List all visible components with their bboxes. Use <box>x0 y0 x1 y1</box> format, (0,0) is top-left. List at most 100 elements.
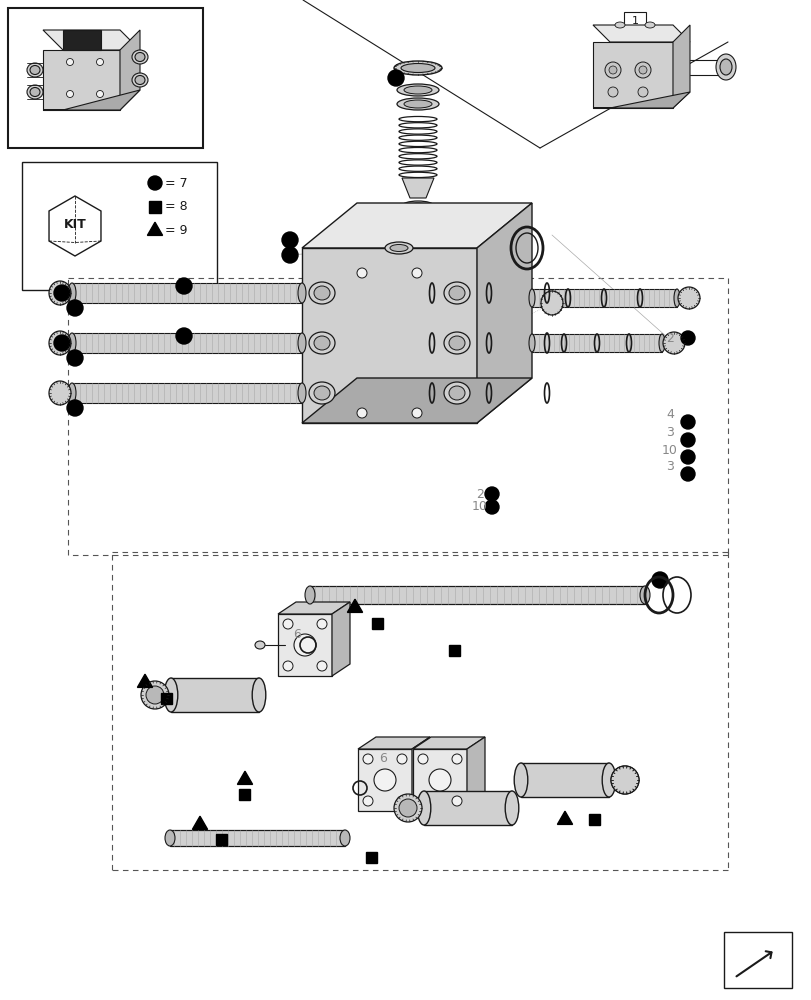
Ellipse shape <box>298 283 306 303</box>
Circle shape <box>281 247 298 263</box>
Polygon shape <box>277 614 332 676</box>
Circle shape <box>67 91 74 98</box>
Ellipse shape <box>417 791 431 825</box>
Ellipse shape <box>135 76 145 85</box>
Text: 2: 2 <box>665 332 673 344</box>
Circle shape <box>54 335 70 351</box>
Circle shape <box>634 62 650 78</box>
Polygon shape <box>672 25 689 108</box>
Polygon shape <box>192 816 208 829</box>
Circle shape <box>54 285 70 301</box>
Ellipse shape <box>314 336 329 350</box>
Text: 3: 3 <box>665 426 673 440</box>
Circle shape <box>680 450 694 464</box>
Circle shape <box>680 331 694 345</box>
Circle shape <box>176 278 191 294</box>
Ellipse shape <box>384 242 413 254</box>
Polygon shape <box>347 599 363 612</box>
Bar <box>589 814 600 825</box>
Ellipse shape <box>27 63 43 77</box>
Circle shape <box>357 268 367 278</box>
Text: = 8: = 8 <box>165 200 187 214</box>
Ellipse shape <box>132 73 148 87</box>
Ellipse shape <box>444 332 470 354</box>
Polygon shape <box>401 178 433 198</box>
Circle shape <box>283 661 293 671</box>
Polygon shape <box>237 771 252 784</box>
Polygon shape <box>302 248 476 423</box>
Bar <box>723 932 791 988</box>
Polygon shape <box>413 737 484 749</box>
Bar <box>22 162 217 290</box>
Circle shape <box>452 754 461 764</box>
Ellipse shape <box>448 286 465 300</box>
Circle shape <box>484 500 499 514</box>
Ellipse shape <box>663 332 684 354</box>
Circle shape <box>651 572 667 588</box>
Ellipse shape <box>68 333 76 353</box>
Text: 4: 4 <box>665 408 673 422</box>
Circle shape <box>637 87 647 97</box>
Ellipse shape <box>400 215 436 225</box>
Ellipse shape <box>30 66 40 75</box>
Ellipse shape <box>448 386 465 400</box>
Ellipse shape <box>673 289 679 307</box>
Ellipse shape <box>540 291 562 315</box>
Bar <box>521 763 608 797</box>
Ellipse shape <box>393 794 422 822</box>
Bar <box>366 852 377 863</box>
Circle shape <box>397 796 406 806</box>
Circle shape <box>363 796 372 806</box>
Circle shape <box>281 232 298 248</box>
Bar <box>239 789 250 800</box>
Ellipse shape <box>164 678 178 712</box>
Polygon shape <box>592 92 689 108</box>
Bar <box>161 692 172 704</box>
Bar <box>171 678 259 712</box>
Bar <box>372 617 383 629</box>
Ellipse shape <box>49 331 71 355</box>
Ellipse shape <box>397 98 439 110</box>
Ellipse shape <box>398 799 417 817</box>
Ellipse shape <box>444 282 470 304</box>
Text: 2: 2 <box>475 488 483 500</box>
Polygon shape <box>592 42 672 108</box>
Ellipse shape <box>528 334 534 352</box>
Ellipse shape <box>389 244 407 251</box>
Ellipse shape <box>255 641 264 649</box>
Text: 6: 6 <box>379 752 387 766</box>
Circle shape <box>418 754 427 764</box>
Polygon shape <box>476 203 531 423</box>
Ellipse shape <box>715 54 735 80</box>
Circle shape <box>604 62 620 78</box>
Polygon shape <box>43 90 139 110</box>
Circle shape <box>418 796 427 806</box>
Circle shape <box>411 268 422 278</box>
Circle shape <box>316 619 327 629</box>
Circle shape <box>316 661 327 671</box>
Ellipse shape <box>610 766 638 794</box>
Circle shape <box>67 300 83 316</box>
Ellipse shape <box>68 283 76 303</box>
Ellipse shape <box>602 763 615 797</box>
Ellipse shape <box>610 766 638 794</box>
Ellipse shape <box>448 336 465 350</box>
Circle shape <box>97 91 103 98</box>
Circle shape <box>608 66 616 74</box>
Bar <box>72 333 302 353</box>
Ellipse shape <box>644 22 654 28</box>
Text: 1: 1 <box>631 16 637 26</box>
Text: = 7: = 7 <box>165 177 187 190</box>
Bar <box>531 289 676 307</box>
Circle shape <box>411 408 422 418</box>
Ellipse shape <box>340 830 350 846</box>
Polygon shape <box>120 30 139 110</box>
Ellipse shape <box>639 586 649 604</box>
Ellipse shape <box>314 286 329 300</box>
Ellipse shape <box>132 50 148 64</box>
Ellipse shape <box>294 634 315 656</box>
Circle shape <box>176 328 191 344</box>
Ellipse shape <box>404 100 431 108</box>
Polygon shape <box>277 602 350 614</box>
Circle shape <box>363 754 372 764</box>
